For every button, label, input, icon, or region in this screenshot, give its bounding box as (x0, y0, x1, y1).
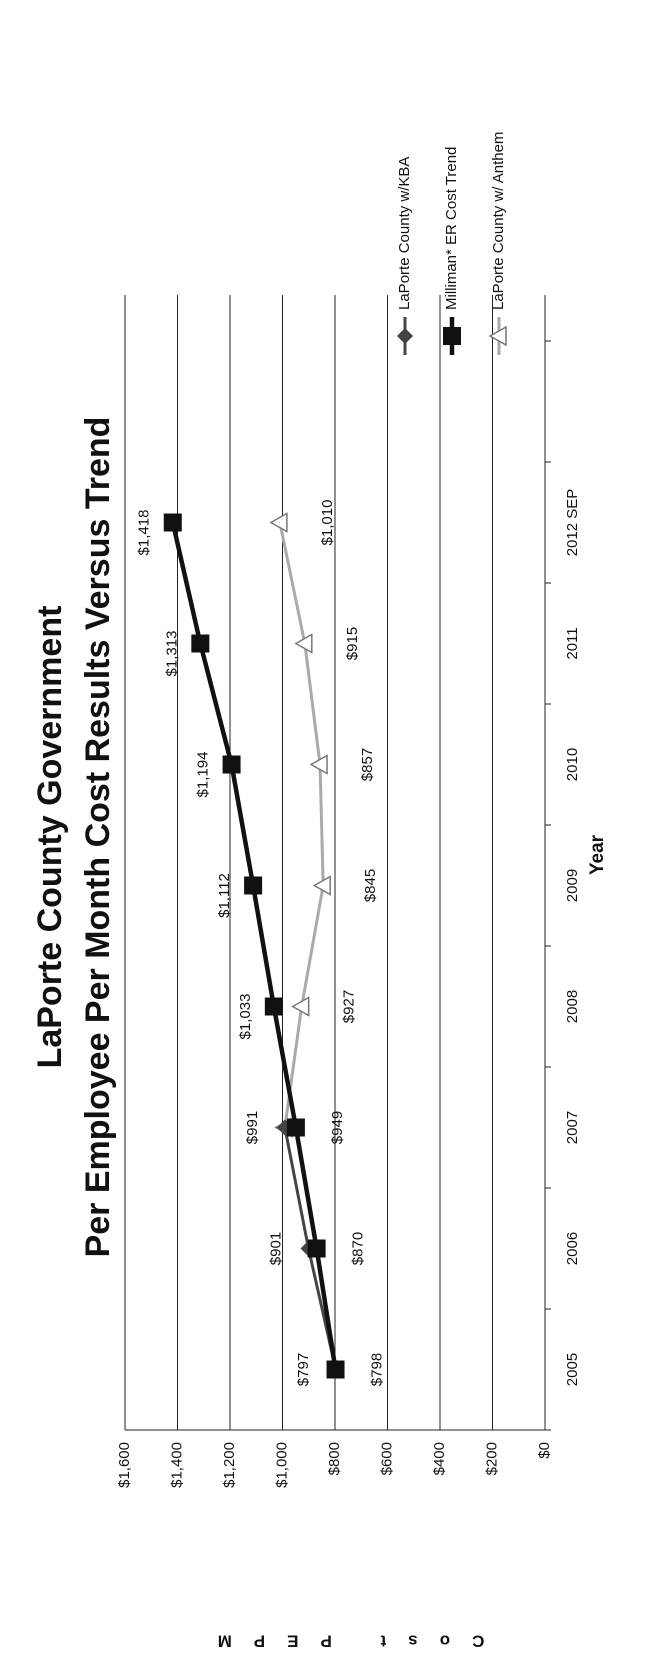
rotated-chart: LaPorte County Government Per Employee P… (31, 132, 608, 1651)
point-marker (326, 1360, 345, 1379)
chart-title: LaPorte County Government (31, 606, 69, 1069)
data-label: $915 (344, 627, 361, 660)
data-label: $798 (368, 1353, 385, 1386)
x-tick-label: 2006 (564, 1232, 581, 1265)
x-tick-label: 2005 (564, 1353, 581, 1386)
y-tick-label: $1,600 (116, 1442, 133, 1488)
point-marker (264, 997, 283, 1016)
legend-label: LaPorte County w/ Anthem (490, 132, 507, 310)
y-tick-label: $1,200 (221, 1442, 238, 1488)
data-label: $1,112 (216, 873, 233, 918)
y-tick-label: $200 (483, 1442, 500, 1475)
y-tick-label: $400 (431, 1442, 448, 1475)
data-label: $797 (295, 1353, 312, 1386)
data-label: $1,418 (136, 510, 153, 556)
data-label: $857 (359, 748, 376, 781)
legend-label: LaPorte County w/KBA (396, 157, 413, 310)
y-tick-label: $1,000 (273, 1442, 290, 1488)
point-marker (222, 755, 241, 774)
data-label: $1,033 (237, 994, 254, 1040)
y-tick-label: $800 (326, 1442, 343, 1475)
point-marker (286, 1118, 305, 1137)
data-label: $1,194 (195, 752, 212, 798)
series-line (278, 522, 325, 1128)
chart-subtitle: Per Employee Per Month Cost Results Vers… (79, 417, 117, 1258)
y-tick-label: $0 (536, 1442, 553, 1459)
legend-marker (443, 327, 461, 345)
point-marker (244, 876, 263, 895)
point-marker (307, 1239, 326, 1258)
point-marker (291, 996, 310, 1017)
x-tick-label: 2012 SEP (564, 489, 581, 557)
data-label: $927 (341, 990, 358, 1023)
point-marker (312, 875, 331, 896)
data-label: $1,010 (319, 500, 336, 546)
legend-marker (397, 328, 413, 344)
series-line (170, 522, 338, 1370)
y-axis-title: Cost PEPM (196, 1632, 485, 1651)
point-marker (163, 513, 182, 532)
point-marker (191, 634, 210, 653)
data-label: $991 (244, 1111, 261, 1144)
data-label: $901 (267, 1232, 284, 1265)
data-label: $845 (362, 869, 379, 902)
legend-marker (488, 325, 507, 347)
legend-label: Milliman* ER Cost Trend (443, 147, 460, 310)
data-label: $870 (350, 1232, 367, 1265)
x-tick-label: 2009 (564, 869, 581, 902)
x-tick-label: 2007 (564, 1111, 581, 1144)
y-tick-label: $600 (378, 1442, 395, 1475)
x-tick-label: 2008 (564, 990, 581, 1023)
x-tick-label: 2010 (564, 748, 581, 781)
x-tick-label: 2011 (564, 627, 581, 659)
data-label: $949 (329, 1111, 346, 1144)
point-marker (294, 633, 313, 654)
point-marker (269, 512, 288, 533)
data-label: $1,313 (163, 631, 180, 677)
x-axis-title: Year (587, 834, 608, 875)
y-tick-label: $1,400 (168, 1442, 185, 1488)
point-marker (309, 754, 328, 775)
